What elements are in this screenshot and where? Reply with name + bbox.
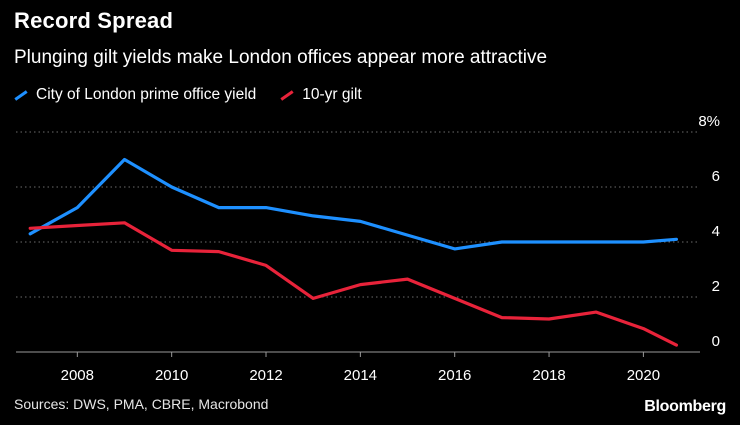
y-tick-label-4: 4 (712, 223, 720, 240)
y-tick-label-2: 2 (712, 278, 720, 295)
legend-label-office-yield: City of London prime office yield (36, 86, 257, 103)
axis-layer: 0 2 4 6 8% 2008 2010 2012 2014 2016 2018 2020 (16, 113, 720, 384)
y-tick-label-0: 0 (712, 333, 720, 350)
x-tick-label-2018: 2018 (532, 367, 565, 384)
x-tick-label-2014: 2014 (344, 367, 377, 384)
series-line-office-yield (28, 157, 679, 251)
x-tick-label-2016: 2016 (438, 367, 471, 384)
series-layer (28, 157, 679, 347)
legend-item-gilt: 10-yr gilt (280, 86, 362, 104)
grid-layer (16, 131, 700, 298)
series-line-gilt (28, 221, 679, 347)
y-tick-label-8: 8% (698, 113, 720, 130)
y-tick-label-6: 6 (712, 168, 720, 185)
x-tick-label-2020: 2020 (627, 367, 660, 384)
legend: City of London prime office yield 10-yr … (14, 86, 386, 104)
chart-title: Record Spread (14, 8, 174, 33)
legend-label-gilt: 10-yr gilt (302, 86, 362, 103)
source-note: Sources: DWS, PMA, CBRE, Macrobond (14, 396, 269, 412)
chart-subtitle: Plunging gilt yields make London offices… (14, 47, 548, 68)
legend-item-office-yield: City of London prime office yield (14, 86, 256, 104)
x-tick-label-2012: 2012 (249, 367, 282, 384)
x-tick-label-2008: 2008 (61, 367, 94, 384)
x-tick-label-2010: 2010 (155, 367, 188, 384)
bloomberg-logo: Bloomberg (644, 398, 726, 415)
